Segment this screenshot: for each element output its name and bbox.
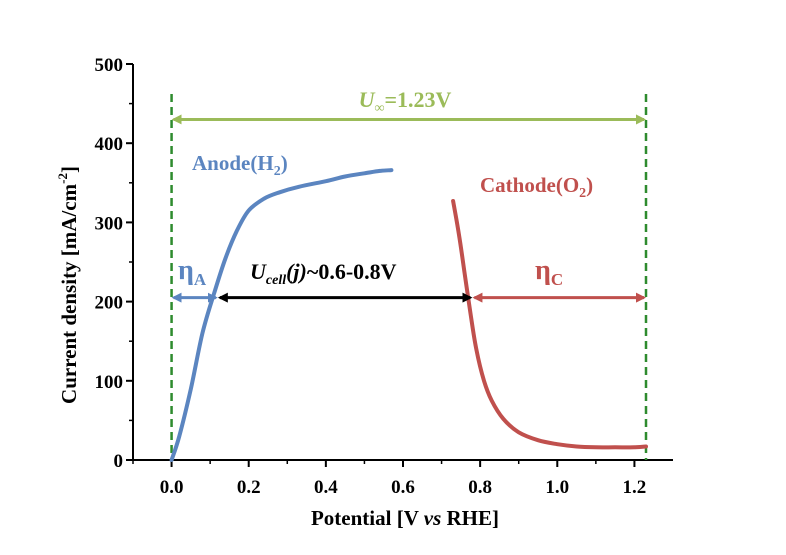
eta-c-label: ηC [535, 255, 563, 289]
x-tick-label: 0.0 [160, 477, 184, 498]
x-tick-label: 1.2 [623, 477, 647, 498]
y-axis-label: Current density [mA/cm-2] [55, 166, 81, 404]
series-line-anode [169, 168, 394, 462]
x-tick-label: 1.0 [545, 477, 569, 498]
eta-a-label: ηA [178, 255, 207, 289]
x-tick-label: 0.4 [314, 477, 338, 498]
y-tick-label: 100 [95, 372, 124, 393]
x-tick-label: 0.8 [468, 477, 492, 498]
series-label-anode: Anode(H2) [192, 151, 288, 179]
annotation-layer [171, 114, 646, 303]
y-tick-label: 400 [95, 134, 124, 155]
x-tick-label: 0.6 [391, 477, 415, 498]
axes: 0.0 0.2 0.4 0.6 0.8 1.0 1.2 0 100 200 300 400 500 [95, 55, 673, 498]
series-line-cathode [451, 199, 648, 450]
x-tick-label: 0.2 [237, 477, 261, 498]
u-cell-label: Ucell(j)~0.6-0.8V [250, 259, 397, 288]
reference-lines [170, 94, 648, 460]
series-layer [169, 168, 648, 462]
y-tick-label: 0 [114, 451, 124, 472]
y-tick-label: 500 [95, 55, 124, 76]
series-label-cathode: Cathode(O2) [480, 173, 593, 201]
u-inf-label: U∞=1.23V [359, 87, 452, 116]
x-axis-label: Potential [V vs RHE] [311, 506, 499, 530]
y-tick-label: 300 [95, 213, 124, 234]
y-tick-label: 200 [95, 293, 124, 314]
